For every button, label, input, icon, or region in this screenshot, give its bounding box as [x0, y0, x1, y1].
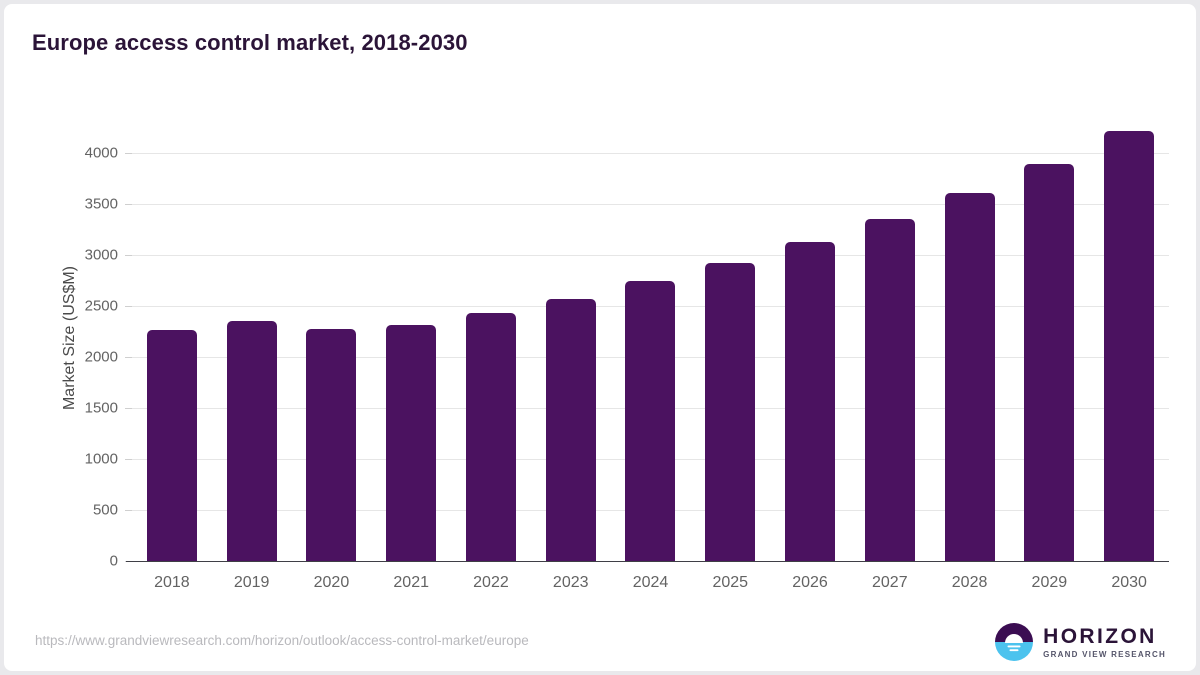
y-tick-label: 2500	[84, 297, 118, 315]
bar-group[interactable]	[770, 114, 850, 561]
bar[interactable]	[864, 218, 915, 561]
x-axis-line	[126, 560, 1169, 562]
bar[interactable]	[785, 241, 836, 561]
horizon-logo-text: HORIZON GRAND VIEW RESEARCH	[1043, 626, 1166, 659]
bar[interactable]	[545, 298, 596, 561]
gridline	[132, 203, 1169, 205]
horizon-logo: HORIZON GRAND VIEW RESEARCH	[994, 621, 1166, 663]
x-tick-label: 2030	[1111, 574, 1147, 591]
y-tick-mark	[125, 152, 132, 154]
y-tick-label: 1000	[84, 450, 118, 468]
y-tick-mark	[125, 458, 132, 460]
source-url[interactable]: https://www.grandviewresearch.com/horizo…	[35, 633, 529, 648]
x-tick-label: 2028	[951, 574, 988, 591]
x-tick-label: 2020	[313, 574, 350, 591]
plot-box: 0 500 1000 1500 2000 2500 3000 3500 4000 2018 201…	[61, 114, 1169, 591]
y-tick-mark	[125, 509, 132, 511]
x-tick-label: 2025	[712, 574, 749, 591]
y-tick-label: 4000	[84, 144, 118, 162]
y-tick-mark	[125, 407, 132, 409]
bar-series	[132, 114, 1169, 561]
x-tick-label: 2024	[632, 574, 669, 591]
chart-card: Europe access control market, 2018-2030 …	[4, 4, 1196, 671]
y-tick-mark	[125, 305, 132, 307]
bar-group[interactable]	[690, 114, 770, 561]
bar[interactable]	[1024, 163, 1075, 561]
bar-group[interactable]	[292, 114, 372, 561]
bar[interactable]	[146, 330, 197, 561]
y-tick-label: 3000	[84, 246, 118, 264]
gridline	[132, 254, 1169, 256]
y-tick-label: 0	[109, 552, 118, 570]
bar[interactable]	[625, 280, 676, 561]
horizon-logo-icon	[995, 623, 1034, 661]
y-axis-title: Market Size (US$M)	[61, 265, 78, 410]
y-tick-mark	[125, 203, 132, 205]
y-tick-mark	[125, 356, 132, 358]
chart-title: Europe access control market, 2018-2030	[32, 30, 468, 55]
y-tick-mark	[125, 254, 132, 256]
bar[interactable]	[226, 320, 277, 561]
y-tick-label: 500	[92, 501, 118, 519]
gridline	[132, 152, 1169, 154]
chart-plot-area: 0 500 1000 1500 2000 2500 3000 3500 4000 2018 201…	[4, 4, 1196, 671]
bar[interactable]	[386, 324, 437, 561]
x-tick-label: 2027	[872, 574, 908, 591]
x-tick-label: 2022	[473, 574, 509, 591]
bar-group[interactable]	[1089, 114, 1169, 561]
bar[interactable]	[944, 192, 995, 561]
x-tick-label: 2018	[154, 574, 190, 591]
bar-group[interactable]	[611, 114, 691, 561]
bar-group[interactable]	[371, 114, 451, 561]
x-tick-label: 2023	[552, 574, 589, 591]
y-tick-label: 3500	[84, 195, 118, 213]
horizon-logo-word: HORIZON	[1043, 624, 1157, 648]
x-tick-label: 2021	[393, 574, 429, 591]
y-tick-label: 2000	[84, 348, 118, 366]
bar-group[interactable]	[132, 114, 212, 561]
x-tick-label: 2029	[1031, 574, 1068, 591]
bar[interactable]	[465, 313, 516, 561]
x-tick-label: 2026	[792, 574, 828, 591]
bar-group[interactable]	[531, 114, 611, 561]
bar-group[interactable]	[212, 114, 292, 561]
y-tick-label: 1500	[84, 399, 118, 417]
horizon-logo-subtitle: GRAND VIEW RESEARCH	[1043, 649, 1166, 659]
bar-group[interactable]	[451, 114, 531, 561]
bar[interactable]	[306, 328, 357, 561]
bar[interactable]	[1104, 131, 1155, 561]
x-tick-label: 2019	[233, 574, 270, 591]
bar-group[interactable]	[930, 114, 1010, 561]
bar-group[interactable]	[850, 114, 930, 561]
bar[interactable]	[705, 263, 756, 561]
bar-group[interactable]	[1009, 114, 1089, 561]
